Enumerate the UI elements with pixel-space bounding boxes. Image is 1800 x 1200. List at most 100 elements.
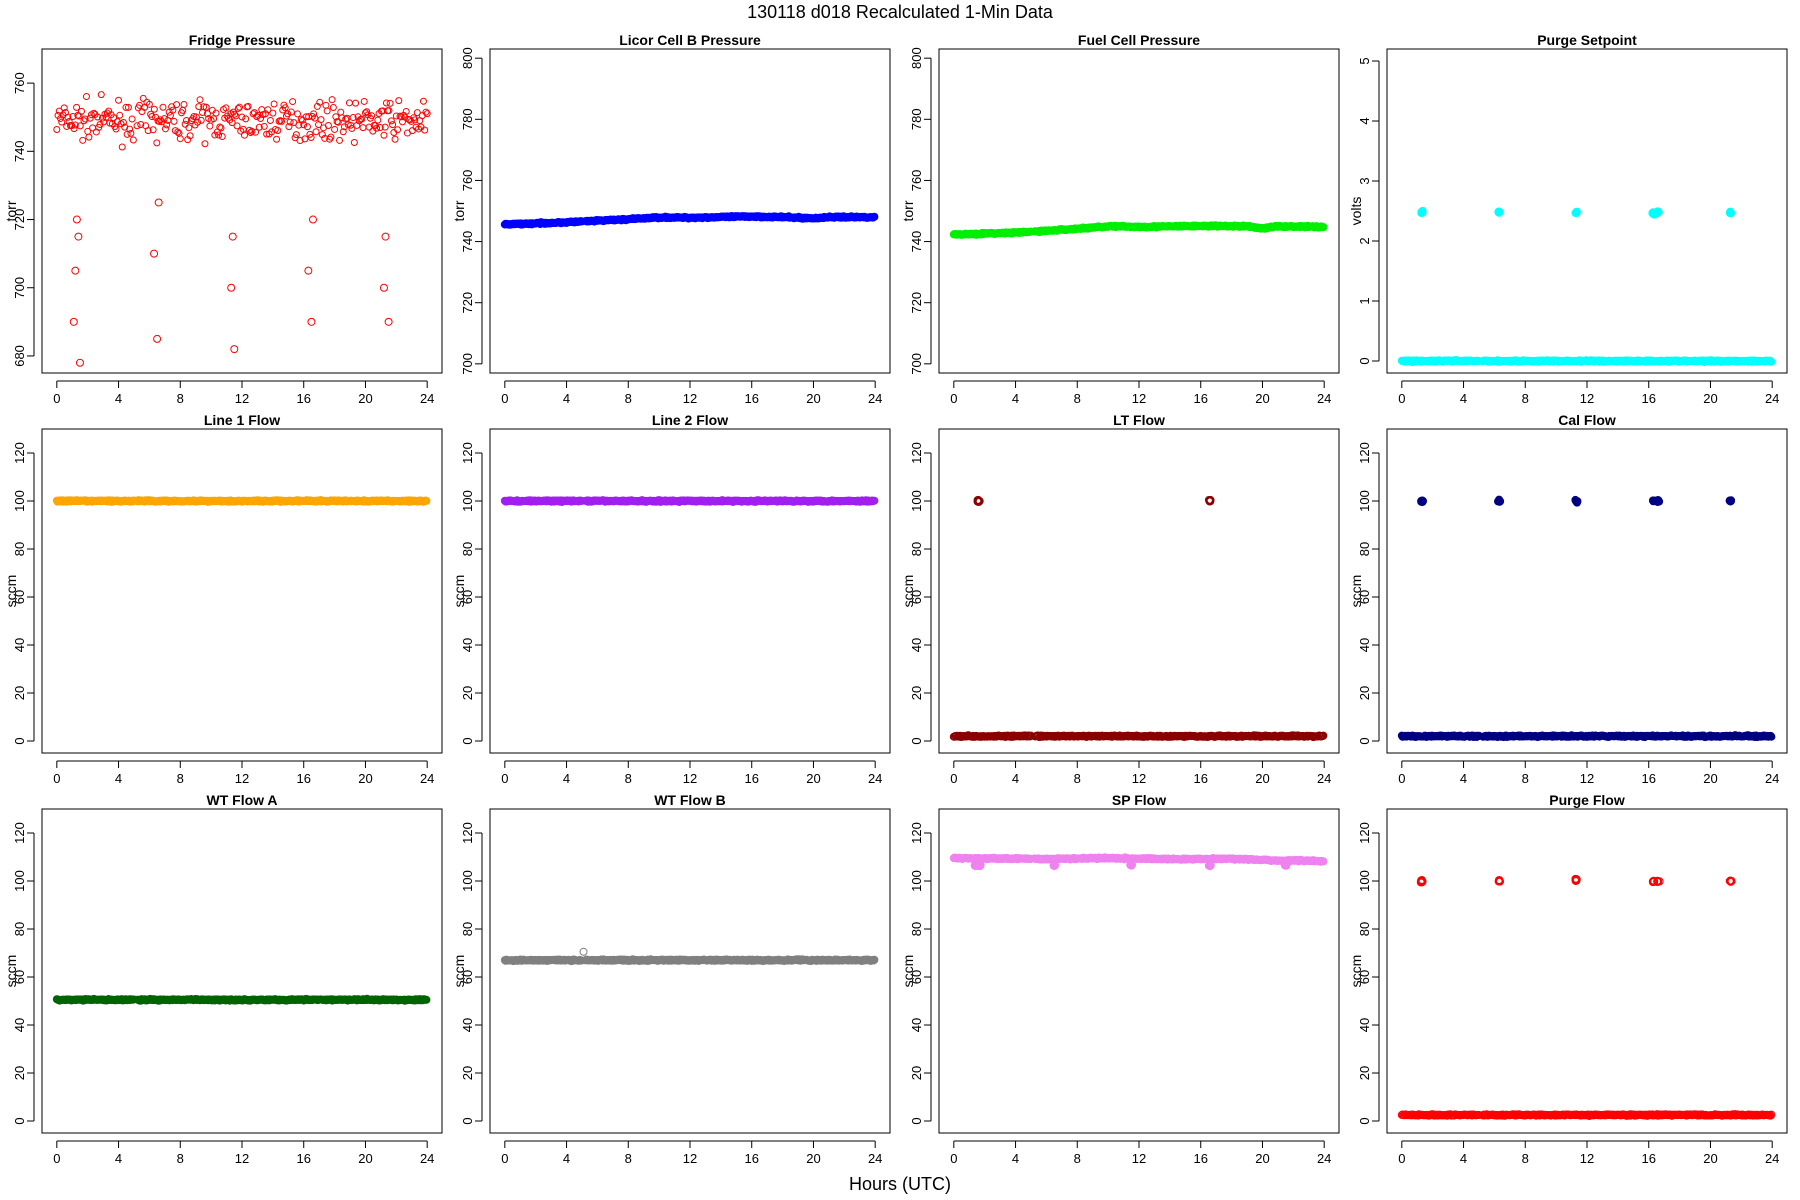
data-point	[60, 104, 68, 112]
data-point	[71, 121, 79, 129]
x-tick-label: 24	[420, 771, 434, 786]
x-tick-label: 20	[806, 1151, 820, 1166]
figure-title: 130118 d018 Recalculated 1-Min Data	[747, 2, 1054, 22]
data-point	[270, 100, 278, 108]
data-point	[389, 121, 397, 129]
y-tick-label: 40	[12, 1018, 27, 1032]
x-tick-label: 24	[1765, 391, 1779, 406]
y-tick-label: 740	[12, 140, 27, 162]
x-tick-label: 24	[868, 1151, 882, 1166]
data-point	[240, 131, 248, 139]
data-point	[328, 96, 336, 104]
data-point	[145, 100, 153, 108]
x-tick-label: 12	[235, 391, 249, 406]
x-tick-label: 16	[1641, 391, 1655, 406]
data-point	[413, 109, 421, 117]
y-tick-label: 20	[12, 686, 27, 700]
data-point	[255, 123, 263, 131]
data-point	[310, 110, 318, 118]
panel-title: Purge Setpoint	[1537, 32, 1637, 48]
data-points	[500, 496, 879, 507]
y-tick-label: 0	[12, 1117, 27, 1124]
data-point	[1205, 497, 1214, 506]
data-point	[161, 125, 169, 133]
data-point	[74, 111, 82, 119]
data-point	[202, 103, 210, 111]
data-point	[423, 110, 431, 118]
x-tick-label: 8	[177, 1151, 184, 1166]
data-point	[64, 113, 72, 121]
y-tick-label: 740	[460, 231, 475, 253]
panel-title: LT Flow	[1113, 412, 1165, 428]
data-point	[150, 105, 158, 113]
data-point	[116, 111, 124, 119]
y-tick-label: 60	[909, 590, 924, 604]
x-tick-label: 16	[296, 1151, 310, 1166]
y-tick-label: 60	[460, 590, 475, 604]
data-point	[170, 117, 178, 125]
data-point	[303, 123, 311, 131]
data-point	[252, 128, 260, 136]
data-point	[382, 99, 390, 107]
data-point	[1653, 209, 1662, 218]
data-point	[392, 112, 400, 120]
data-point	[294, 110, 302, 118]
data-point	[364, 111, 372, 119]
data-point	[334, 118, 342, 126]
data-point	[1417, 207, 1426, 216]
y-tick-label: 60	[460, 970, 475, 984]
data-point	[273, 135, 281, 143]
x-tick-label: 8	[177, 391, 184, 406]
x-tick-label: 8	[625, 391, 632, 406]
data-point	[234, 104, 242, 112]
data-point	[203, 110, 211, 118]
data-point	[185, 124, 193, 132]
data-point	[304, 266, 313, 275]
y-tick-label: 4	[1357, 117, 1372, 124]
data-point	[350, 139, 358, 147]
data-point	[212, 109, 220, 117]
x-tick-label: 20	[806, 771, 820, 786]
y-tick-label: 60	[1357, 590, 1372, 604]
data-point	[176, 135, 184, 143]
data-point	[115, 96, 123, 104]
plot-frame	[41, 428, 443, 754]
data-point	[345, 99, 353, 107]
x-tick-label: 0	[53, 391, 60, 406]
data-point	[1023, 732, 1032, 741]
data-point	[133, 122, 141, 130]
data-point	[363, 108, 371, 116]
panel-title: Line 1 Flow	[204, 412, 280, 428]
x-tick-label: 8	[1522, 771, 1529, 786]
data-point	[159, 103, 167, 111]
data-point	[231, 110, 239, 118]
data-point	[1573, 498, 1582, 507]
data-point	[287, 108, 295, 116]
data-point	[222, 104, 230, 112]
x-tick-label: 24	[1317, 391, 1331, 406]
data-point	[174, 128, 182, 136]
data-point	[122, 103, 130, 111]
x-tick-label: 20	[806, 391, 820, 406]
x-tick-label: 4	[563, 771, 570, 786]
data-point	[349, 114, 357, 122]
data-point	[286, 118, 294, 126]
x-tick-label: 20	[358, 1151, 372, 1166]
data-point	[331, 125, 339, 133]
x-tick-label: 12	[235, 771, 249, 786]
x-tick-label: 20	[1703, 391, 1717, 406]
y-tick-label: 720	[12, 209, 27, 231]
data-point	[419, 97, 427, 105]
data-point	[227, 283, 236, 292]
x-tick-label: 16	[744, 391, 758, 406]
x-tick-label: 0	[950, 771, 957, 786]
data-point	[317, 116, 325, 124]
x-tick-label: 16	[1641, 771, 1655, 786]
x-tick-label: 16	[744, 1151, 758, 1166]
data-point	[157, 116, 165, 124]
data-points	[52, 994, 431, 1005]
data-point	[1417, 497, 1426, 506]
data-point	[870, 496, 879, 505]
data-point	[206, 122, 214, 130]
